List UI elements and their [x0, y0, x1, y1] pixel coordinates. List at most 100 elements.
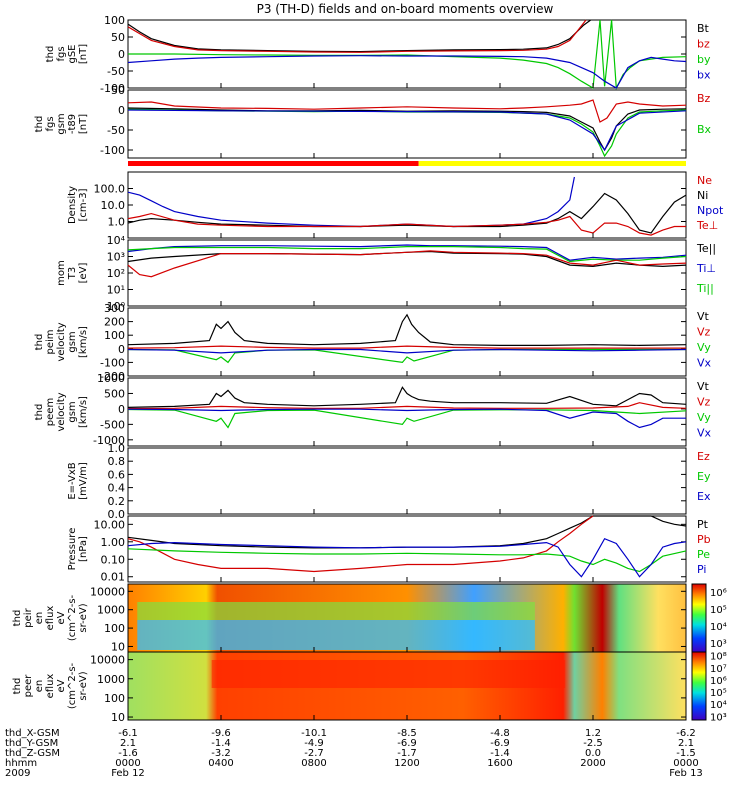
- panel-fgs_gse: -100 -50 0 50 100 thd fgs gSE [nT] Bt bz by bx: [45, 14, 711, 95]
- colorbar-label: 10⁴: [710, 700, 727, 711]
- panel-density: 1.0 10.0 100.0 Density [cm-3] Ne Ni Npot Te⊥: [67, 171, 724, 239]
- plot-title: P3 (TH-D) fields and on-board moments ov…: [257, 2, 554, 16]
- series-Vt: [127, 313, 687, 347]
- panel-frame: [127, 307, 687, 377]
- y-tick-label: 100.0: [94, 183, 126, 196]
- series-blue: [127, 109, 687, 152]
- x-value: -1.5: [676, 748, 696, 759]
- legend-label: Vy: [697, 341, 711, 354]
- series-Ti⊥: [127, 244, 687, 261]
- series-bz: [127, 19, 587, 53]
- legend-label: Bt: [697, 22, 710, 35]
- panel-frame: [127, 239, 687, 307]
- x-row-label: thd_Z-GSM: [5, 748, 60, 759]
- y-tick-label: 10.0: [101, 199, 126, 212]
- x-value: 0400: [208, 758, 233, 769]
- y-tick-label: 0.6: [108, 468, 126, 481]
- x-value: -1.4: [490, 748, 510, 759]
- y-tick-label: 500: [104, 387, 125, 400]
- x-value: -2.7: [304, 748, 324, 759]
- series-Bt: [127, 19, 592, 53]
- panel-fgs_gsm: -100 -50 0 50 thd fgs gsm -t89 [nT] Bz Bx: [34, 84, 712, 159]
- y-axis-label: peim: [45, 329, 56, 354]
- y-axis-label: Density: [67, 186, 78, 224]
- y-axis-label: eV: [56, 611, 67, 624]
- y-axis-label: gsm: [56, 113, 67, 134]
- panel-peem_velocity: -1000 -500 0 500 1000 thd peem velocity gsm [km/s…: [34, 372, 712, 447]
- y-axis-label: [mV/m]: [78, 462, 89, 500]
- x-value: -1.7: [397, 748, 417, 759]
- y-tick-label: 50: [111, 84, 125, 97]
- mode-bar: [128, 161, 686, 166]
- mid-energy-band: [137, 602, 535, 620]
- panel-peir_spectrogram: 10 100 1000 10000 thd peir en eflux eV (cm^2-s-sr…: [12, 583, 727, 653]
- legend-label: bx: [697, 69, 711, 82]
- panel-pressure: 0.01 0.10 1.00 10.00 Pressure [nPa] Pt Pb Pe Pi: [67, 515, 711, 584]
- series-Pe: [127, 548, 687, 573]
- x-value: -1.4: [211, 738, 231, 749]
- y-tick-label: 10000: [90, 585, 125, 598]
- y-tick-label: -200: [100, 370, 125, 383]
- legend-label: Ey: [697, 470, 711, 483]
- y-axis-label: velocity: [56, 392, 67, 431]
- mode-bar-segment: [128, 161, 419, 166]
- legend-label: Pb: [697, 533, 711, 546]
- y-axis-label: gsm: [67, 331, 78, 352]
- legend-label: Ex: [697, 490, 711, 503]
- legend-label: Ti||: [696, 282, 714, 295]
- legend-label: Vx: [697, 357, 712, 370]
- y-axis-label: [cm-3]: [78, 188, 89, 221]
- y-axis-label: thd: [45, 46, 56, 63]
- series-Ne: [127, 212, 686, 236]
- x-value: -6.9: [490, 738, 510, 749]
- y-axis-label: thd: [34, 334, 45, 351]
- y-axis-label: velocity: [56, 322, 67, 361]
- legend-label: Ni: [697, 189, 708, 202]
- series-Ti||: [127, 246, 687, 263]
- y-tick-label: 0.10: [101, 553, 126, 566]
- series-Pi: [127, 537, 687, 578]
- y-tick-label: -100: [100, 82, 125, 95]
- y-axis-label: gSE: [67, 44, 78, 63]
- y-tick-label: 0.01: [101, 571, 126, 584]
- y-tick-label: -50: [107, 124, 125, 137]
- y-tick-label: 0: [118, 104, 125, 117]
- y-tick-label: 200: [104, 316, 125, 329]
- y-tick-label: 0.0: [108, 508, 126, 521]
- y-axis-label: fgs: [56, 46, 67, 61]
- panel-frame: [127, 171, 687, 239]
- x-value: -9.6: [211, 728, 231, 739]
- x-value: -6.2: [676, 728, 696, 739]
- legend-label: Bz: [697, 92, 711, 105]
- y-axis-label: sr-eV): [78, 671, 89, 700]
- x-value: -1.6: [118, 748, 138, 759]
- x-row-label: 2009: [5, 768, 30, 779]
- panel-peer_spectrogram: 10 100 1000 10000 thd peer en eflux eV (cm^2-s-sr…: [12, 651, 727, 724]
- series-Te⊥: [127, 250, 687, 278]
- legend-label: Te⊥: [696, 219, 718, 232]
- y-tick-label: 10²: [107, 267, 125, 280]
- panel-frame: [127, 515, 687, 583]
- series-Vx: [127, 348, 687, 354]
- panel-temperature: 10⁰ 10¹ 10² 10³ 10⁴ mom T3 [eV] Te|| Ti⊥ Ti||: [56, 234, 716, 313]
- colorbar-label: 10³: [710, 639, 727, 650]
- mode-bar-segment: [418, 161, 686, 166]
- y-tick-label: 100: [104, 329, 125, 342]
- x-date: Feb 12: [111, 768, 145, 779]
- y-tick-label: 100: [104, 692, 125, 705]
- series-Bx: [127, 108, 687, 158]
- panel-frame: [127, 447, 687, 515]
- colorbar-label: 10⁶: [710, 676, 727, 687]
- y-axis-label: mom: [56, 260, 67, 286]
- y-axis-label: en: [34, 612, 45, 625]
- legend-label: Vz: [697, 396, 711, 409]
- y-axis-label: peer: [23, 674, 34, 698]
- y-axis-label: peir: [23, 607, 34, 627]
- series-Vy: [127, 408, 687, 429]
- series-Vy: [127, 348, 686, 364]
- legend-label: Vx: [697, 427, 712, 440]
- y-axis-label: eflux: [45, 606, 56, 631]
- y-axis-label: -t89: [67, 114, 78, 134]
- y-axis-label: thd: [12, 678, 23, 695]
